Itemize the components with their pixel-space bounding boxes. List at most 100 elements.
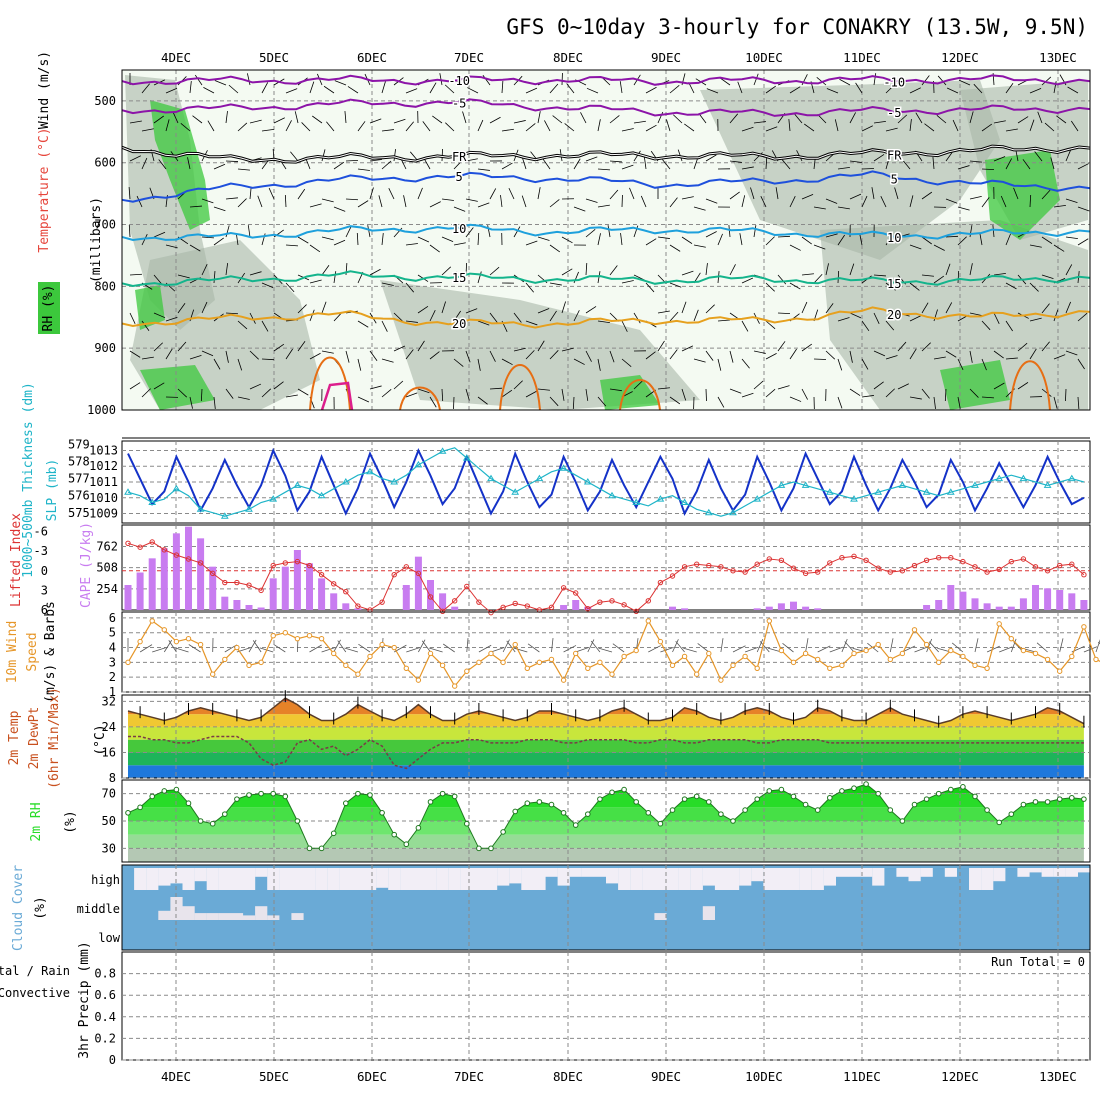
wind-barb — [249, 383, 262, 390]
wind-barb — [357, 320, 369, 328]
cloud-middle-bar — [243, 915, 256, 920]
wind-barb — [585, 306, 597, 314]
wind-barb — [273, 117, 285, 124]
slp-axis-label: SLP (mb) — [45, 459, 60, 522]
thickness-marker — [366, 467, 374, 475]
wind-barb — [381, 388, 392, 398]
wind10m-barb — [683, 647, 697, 653]
wind-barb — [537, 388, 550, 391]
wind-barb — [705, 154, 717, 162]
wind-barb — [153, 274, 163, 285]
wind10m-barb — [1010, 638, 1017, 653]
lifted-index-marker — [585, 605, 591, 612]
wind-barb — [477, 119, 484, 132]
cloud-high-gap — [981, 868, 994, 890]
rh2m-marker — [923, 796, 930, 802]
wind-barb — [1005, 320, 1013, 332]
wind-barb — [885, 388, 895, 398]
wind-barb — [285, 120, 292, 132]
cloud-middle-bar — [654, 913, 667, 920]
wind-barb — [225, 350, 229, 363]
wind-barb — [441, 236, 454, 242]
cape-bar — [777, 603, 785, 610]
cloud-high-gap — [460, 868, 473, 890]
wind-barb — [1005, 282, 1017, 290]
lifted-index-marker — [899, 568, 906, 574]
wind-barb — [136, 195, 143, 208]
cape-bar — [1080, 600, 1088, 610]
wind-barb — [673, 114, 683, 124]
cloud-middle-bar — [702, 906, 715, 920]
cloud-middle-bar — [218, 913, 231, 920]
rh2m-marker — [597, 796, 603, 802]
cloud-high-gap — [1065, 868, 1078, 877]
isotherm-label: -5 — [452, 96, 466, 110]
lifted-index-marker — [488, 609, 494, 616]
wind-barb — [357, 168, 370, 171]
rh2m-marker — [379, 810, 385, 816]
wind-barb — [957, 358, 964, 371]
wind-speed-marker — [318, 635, 325, 642]
wind-barb — [741, 392, 754, 398]
wind10m-barb — [575, 647, 590, 653]
isotherm-label: 10 — [887, 231, 901, 245]
cloud-high-gap — [642, 868, 655, 890]
wind-barb — [500, 195, 503, 208]
rh2m-marker — [899, 818, 906, 824]
wind-barb — [585, 156, 598, 162]
wind-barb — [393, 149, 396, 162]
rh-high-region — [140, 365, 215, 410]
wind-barb — [958, 79, 971, 86]
wind-barb — [932, 157, 935, 170]
wind-barb — [1041, 274, 1054, 279]
wind-barb — [1041, 341, 1050, 352]
thickness-marker — [632, 498, 641, 505]
cloud-level-label: high — [91, 873, 120, 887]
date-label-top: 5DEC — [259, 50, 289, 65]
wind-barb — [1065, 236, 1078, 239]
wind-barb — [849, 350, 853, 363]
cloud-high-gap — [872, 868, 885, 886]
wind-barb — [369, 385, 382, 390]
cape-bar — [1032, 585, 1039, 610]
cloud-high-gap — [279, 868, 292, 890]
wind-barb — [297, 236, 309, 244]
wind-barb — [333, 239, 346, 246]
wind-barb — [290, 151, 299, 162]
cape-bar — [935, 600, 943, 610]
wind-barb — [129, 312, 136, 325]
cape-bar — [414, 556, 422, 610]
lifted-index-marker — [669, 573, 676, 579]
wind-barb — [753, 121, 766, 124]
cloud-unit-label: (%) — [33, 896, 48, 919]
wind-barb — [501, 81, 504, 94]
cloud-high-gap — [714, 868, 728, 890]
cloud-axis-label: Cloud Cover — [11, 865, 26, 951]
rh2m-marker — [887, 807, 894, 813]
wind-barb — [741, 358, 750, 369]
wind-barb — [957, 270, 960, 284]
wind-barb — [813, 273, 823, 284]
wind-barb — [225, 388, 234, 399]
cloud-high-gap — [497, 868, 510, 886]
wind-barb — [417, 236, 430, 243]
rh2m-marker — [451, 793, 458, 800]
lifted-index-marker — [427, 594, 434, 600]
date-label-bottom: 11DEC — [843, 1069, 881, 1084]
wind-barb — [1017, 116, 1029, 124]
wind-barb — [261, 358, 275, 361]
lifted-index-marker — [1008, 558, 1014, 565]
lifted-index-marker — [246, 582, 252, 588]
wind-barb — [873, 350, 886, 357]
wind-barb — [760, 195, 767, 208]
thickness-marker — [293, 481, 302, 488]
wind-barb — [609, 350, 615, 363]
wind-barb — [561, 268, 573, 276]
wind-barb — [813, 358, 827, 360]
wind-speed-marker — [742, 653, 748, 660]
wind-barb — [897, 114, 908, 124]
cape-bar — [245, 605, 253, 610]
wind-barb — [453, 242, 466, 246]
wind-barb — [645, 124, 657, 132]
